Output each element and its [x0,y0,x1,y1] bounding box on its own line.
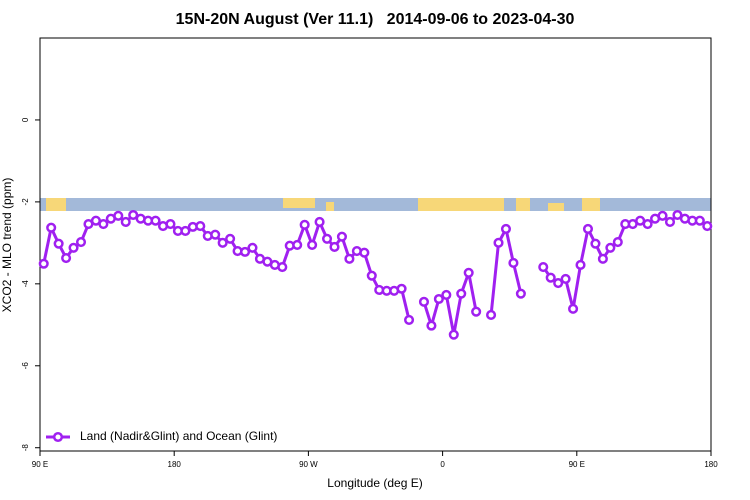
data-point [307,239,318,250]
y-tick-label: 0 [21,117,30,122]
data-point [590,238,601,249]
y-tick-label: -8 [21,444,30,452]
data-point [150,215,161,226]
map-strip [40,198,711,211]
data-point [225,233,236,244]
y-tick-label: -6 [21,362,30,370]
data-point [500,223,512,234]
data-point [128,209,139,221]
x-tick-label: 90 E [569,460,585,469]
y-tick-label: -4 [21,280,30,288]
data-point [672,209,683,221]
data-point [329,241,340,253]
data-point [456,288,467,299]
data-point [486,309,497,321]
y-axis-label: XCO2 - MLO trend (ppm) [0,178,14,313]
data-point [113,210,124,221]
data-point [612,236,623,248]
data-point [575,259,586,271]
data-point [396,283,407,294]
plot-frame [39,37,712,452]
legend-marker [52,431,64,443]
y-tick-label: -2 [21,198,30,206]
data-point [344,253,355,264]
data-point [61,252,72,264]
data-point [165,218,176,230]
data-point [321,233,333,244]
data-point [38,258,49,269]
data-point [217,237,228,248]
data-point [68,242,79,253]
data-point [314,216,325,228]
x-tick-label: 90 W [299,460,318,469]
data-point [247,242,258,253]
data-point [46,222,57,233]
data-point [560,273,571,284]
data-point [195,221,206,232]
x-tick-label: 0 [440,460,445,469]
data-point [597,253,608,264]
data-point [299,219,310,230]
x-tick-label: 180 [704,460,718,469]
data-point [239,246,251,257]
data-point [448,329,459,340]
data-point [664,216,676,228]
data-point [426,320,437,331]
data-point [657,210,668,221]
chart-title: 15N-20N August (Ver 11.1) 2014-09-06 to … [176,11,575,28]
x-tick-label: 90 E [32,460,48,469]
x-axis-label: Longitude (deg E) [327,476,422,490]
data-point [582,223,594,234]
data-point [98,218,109,230]
data-point [359,247,370,258]
data-point [568,303,579,314]
data-point [463,267,474,278]
data-point [702,221,713,232]
data-point [553,277,564,289]
data-point [75,236,87,248]
legend-item: Land (Nadir&Glint) and Ocean (Glint) [46,429,277,443]
data-point [441,289,452,300]
data-point [694,215,705,226]
data-point [538,261,549,273]
data-point [336,231,348,242]
data-point [642,218,653,230]
x-tick-label: 180 [168,460,182,469]
data-point [366,270,377,281]
data-point [493,237,504,248]
data-point [433,293,444,305]
data-point [404,314,415,325]
data-point [292,239,303,250]
data-point [277,261,288,273]
data-point [53,238,64,249]
data-point [210,229,221,240]
data-point [471,306,482,317]
data-point [418,296,430,307]
data-point [120,216,131,228]
data-point [508,257,519,268]
data-point [180,225,191,237]
data-point [545,272,556,283]
data-point [515,288,526,299]
legend-label: Land (Nadir&Glint) and Ocean (Glint) [80,429,277,443]
data-point [605,242,616,253]
